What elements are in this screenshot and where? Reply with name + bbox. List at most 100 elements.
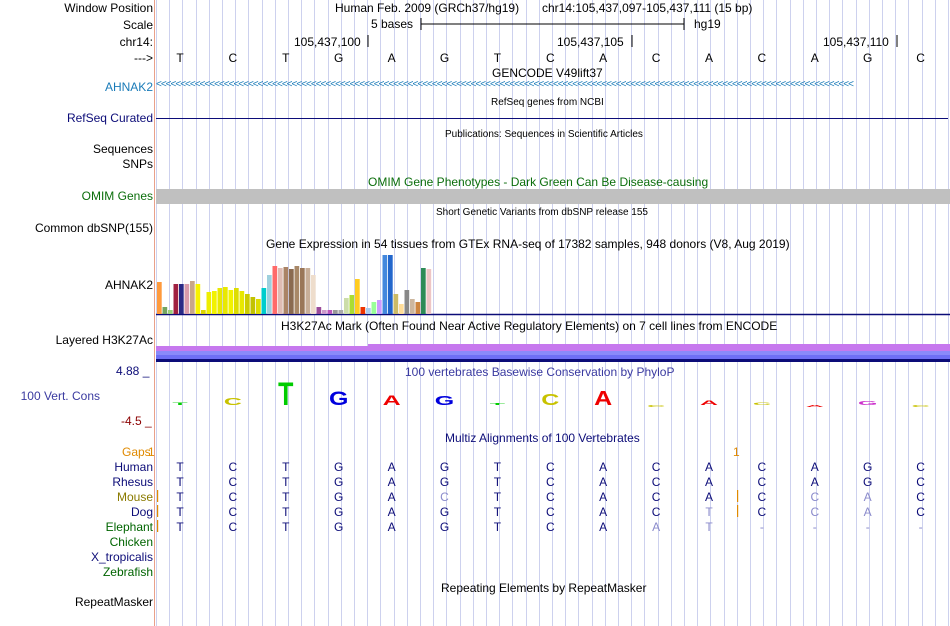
alignment-base: T — [282, 460, 290, 474]
alignment-base: C — [651, 490, 661, 504]
omim-track-label[interactable]: OMIM Genes — [81, 189, 153, 203]
gtex-bar — [228, 290, 234, 314]
alignment-base: A — [652, 520, 661, 534]
alignment-base: C — [651, 460, 661, 474]
ruler-tick-label: 105,437,110 — [823, 35, 889, 49]
alignment-base: G — [863, 460, 873, 474]
ruler-base: G — [863, 51, 873, 65]
gtex-bar — [316, 307, 322, 314]
alignment-base: T — [282, 520, 290, 534]
gtex-bar — [410, 299, 415, 314]
gtex-bar — [195, 284, 201, 314]
cons-track-label[interactable]: 100 Vert. Cons — [20, 389, 100, 403]
gencode-track-label[interactable]: AHNAK2 — [104, 80, 153, 94]
chrom-label: chr14: — [119, 35, 153, 49]
alignment-base: T — [493, 520, 502, 534]
species-label[interactable]: Elephant — [105, 520, 153, 534]
alignment-base: T — [176, 490, 184, 504]
gtex-bar — [245, 294, 250, 314]
gtex-bar — [278, 268, 283, 314]
scale-label: Scale — [122, 18, 153, 32]
alignment-base: A — [387, 505, 396, 519]
species-label[interactable]: Rhesus — [112, 475, 153, 489]
alignment-base: C — [228, 505, 238, 519]
dbsnp-track-label[interactable]: Common dbSNP(155) — [34, 221, 153, 235]
species-label[interactable]: Human — [114, 460, 153, 474]
alignment-base: C — [228, 475, 238, 489]
rmsk-track-label[interactable]: RepeatMasker — [74, 595, 153, 609]
species-label[interactable]: Dog — [130, 505, 153, 519]
alignment-base: C — [651, 505, 661, 519]
ruler-base: T — [176, 51, 184, 65]
h3k27ac-track-label[interactable]: Layered H3K27Ac — [55, 333, 153, 347]
omim-feature-bar[interactable] — [156, 189, 950, 204]
alignment-base: C — [545, 475, 555, 489]
gtex-bar — [239, 291, 245, 314]
publications-track-title: Publications: Sequences in Scientific Ar… — [445, 129, 643, 140]
alignment-base: C — [440, 490, 449, 504]
gtex-bar — [366, 308, 371, 314]
gtex-bar — [162, 307, 168, 314]
species-label[interactable]: Chicken — [109, 535, 153, 549]
h3k27ac-baseline — [156, 359, 950, 362]
cons-logo-letter: A — [594, 386, 612, 409]
cons-logo-letter: C — [912, 404, 930, 407]
gtex-bar — [421, 268, 426, 314]
alignment-base: C — [916, 475, 925, 489]
alignment-base: G — [439, 475, 450, 489]
gtex-bar — [206, 292, 212, 314]
gtex-bar — [300, 268, 305, 314]
gaps-left-value: 1 — [148, 445, 155, 459]
gencode-track-title[interactable]: GENCODE V49lift37 — [492, 66, 603, 80]
assembly-text: Human Feb. 2009 (GRCh37/hg19) — [335, 1, 520, 15]
alignment-base: T — [493, 490, 502, 504]
gtex-bar — [184, 284, 190, 314]
alignment-base: C — [545, 460, 555, 474]
gtex-bar — [344, 298, 349, 314]
gtex-bar — [168, 310, 173, 314]
gtex-bar — [157, 282, 162, 314]
refseq-gene-line[interactable] — [156, 118, 948, 119]
alignment-base: C — [810, 505, 820, 519]
alignment-base: A — [599, 475, 608, 489]
alignment-base: T — [493, 460, 502, 474]
strand-label: ---> — [134, 51, 153, 65]
gtex-track-label[interactable]: AHNAK2 — [104, 278, 153, 292]
species-label[interactable]: X_tropicalis — [90, 550, 153, 564]
cons-logo-letter: T — [278, 377, 294, 413]
alignment-base: G — [439, 505, 450, 519]
cons-logo-letter: C — [647, 404, 665, 407]
gencode-gene-feature[interactable]: <<<<<<<<<<<<<<<<<<<<<<<<<<<<<<<<<<<<<<<<… — [156, 79, 854, 90]
alignment-base: - — [759, 520, 764, 534]
alignment-base: T — [282, 475, 290, 489]
publications-track-label[interactable]: Sequences — [92, 142, 153, 156]
snps-track-label[interactable]: SNPs — [122, 157, 153, 171]
alignment-base: G — [439, 460, 450, 474]
alignment-base: T — [176, 520, 184, 534]
gtex-bar — [267, 275, 272, 314]
cons-logo-letter: G — [858, 400, 877, 406]
window-position-label: Window Position — [64, 1, 153, 15]
alignment-base: C — [228, 460, 238, 474]
refseq-track-label[interactable]: RefSeq Curated — [66, 111, 153, 125]
gaps-label[interactable]: Gaps — [122, 445, 151, 459]
cons-logo-letter: A — [383, 393, 401, 408]
alignment-base: C — [757, 475, 767, 489]
species-label[interactable]: Mouse — [116, 490, 153, 504]
ruler-base: A — [704, 51, 713, 65]
alignment-base: G — [334, 460, 344, 474]
gtex-bar — [349, 295, 355, 314]
cons-axis-max: 4.88 _ — [116, 364, 150, 378]
gaps-right-value: 1 — [733, 445, 740, 459]
gtex-bar — [371, 302, 377, 314]
alignment-base: - — [812, 520, 817, 534]
cons-logo-letter: G — [329, 388, 348, 410]
alignment-base: A — [599, 505, 608, 519]
species-label[interactable]: Zebrafish — [102, 565, 153, 579]
ruler-base: C — [228, 51, 238, 65]
alignment-base: A — [599, 460, 608, 474]
alignment-base: C — [545, 505, 555, 519]
gtex-track-title: Gene Expression in 54 tissues from GTEx … — [266, 237, 790, 251]
alignment-base: T — [176, 505, 184, 519]
